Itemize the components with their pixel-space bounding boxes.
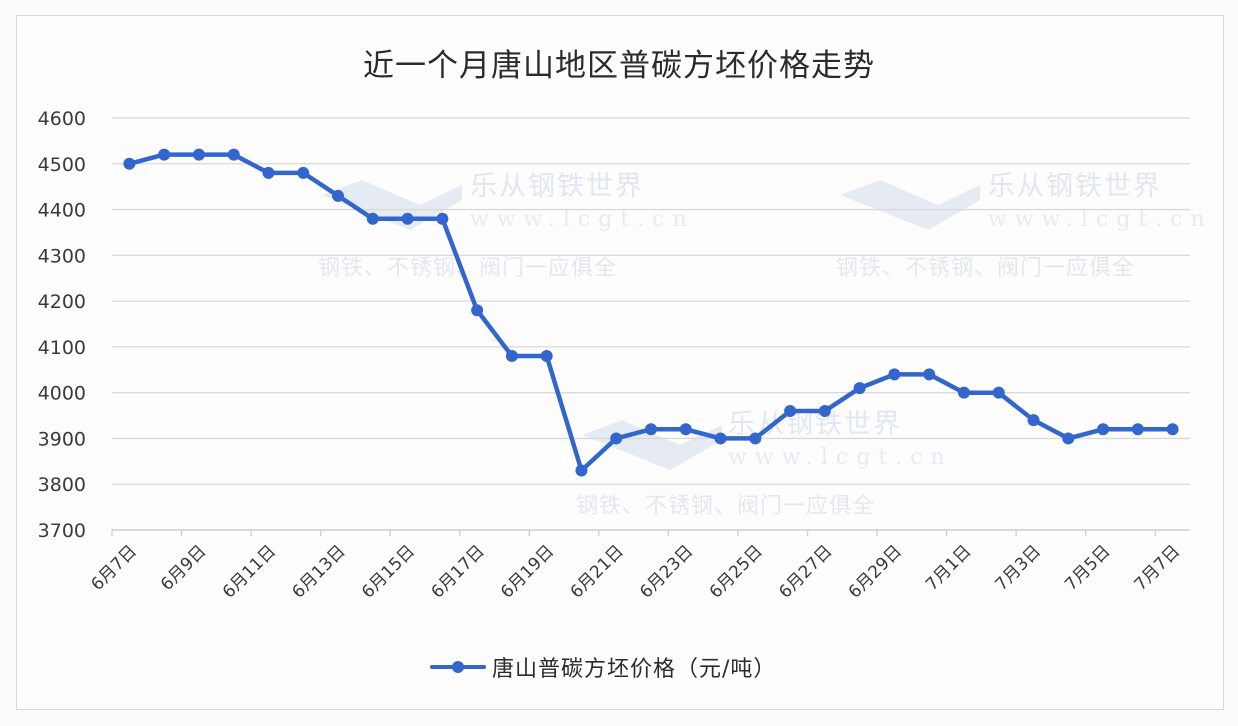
x-tick-label: 6月19日 — [497, 541, 558, 602]
x-tick-label: 7月1日 — [922, 541, 975, 594]
y-axis: 3700 3800 3900 4000 4100 4200 4300 4400 4500 4600 — [38, 108, 86, 542]
legend: 唐山普碳方坯价格（元/吨） — [430, 652, 776, 682]
x-tick-label: 6月13日 — [288, 541, 349, 602]
watermark-tagline: 钢铁、不锈钢、阀门一应俱全 — [318, 256, 618, 281]
data-point — [853, 382, 866, 395]
data-point — [1166, 423, 1179, 436]
x-tick-label: 6月25日 — [706, 541, 767, 602]
data-point — [401, 212, 414, 225]
data-point — [1131, 423, 1144, 436]
data-point — [957, 386, 970, 399]
watermark-tagline: 钢铁、不锈钢、阀门一应俱全 — [576, 494, 876, 519]
x-tick-label: 6月21日 — [567, 541, 628, 602]
x-tick-label: 6月9日 — [157, 541, 210, 594]
data-point — [158, 148, 171, 161]
legend-line-marker-icon — [430, 661, 486, 673]
data-point — [645, 423, 657, 436]
y-tick-label: 4000 — [38, 383, 86, 405]
y-tick-label: 4400 — [38, 200, 86, 222]
data-point — [1027, 414, 1040, 427]
data-point — [1062, 432, 1075, 445]
watermark-name: 乐从钢铁世界 — [470, 171, 644, 202]
data-point — [227, 148, 240, 161]
data-point — [540, 350, 553, 363]
x-tick-label: 6月7日 — [87, 541, 140, 594]
x-tick-label: 7月5日 — [1061, 541, 1114, 594]
watermark-url: www.lcgt.cn — [988, 207, 1213, 232]
watermark-name: 乐从钢铁世界 — [988, 171, 1162, 202]
watermark-url: www.lcgt.cn — [470, 207, 695, 232]
data-point — [818, 404, 831, 417]
watermark-tagline: 钢铁、不锈钢、阀门一应俱全 — [836, 256, 1136, 281]
y-tick-label: 4100 — [38, 337, 86, 359]
data-point — [679, 423, 692, 436]
y-tick-label: 4500 — [38, 154, 86, 176]
data-point — [332, 189, 345, 202]
x-tick-label: 6月15日 — [358, 541, 419, 602]
data-point — [436, 212, 449, 225]
data-point — [192, 148, 205, 161]
gridlines — [112, 117, 1190, 485]
y-tick-label: 4300 — [38, 245, 86, 267]
y-tick-label: 3700 — [38, 520, 86, 542]
data-point — [123, 157, 136, 170]
x-tick-label: 7月7日 — [1131, 541, 1184, 594]
data-point — [992, 386, 1005, 399]
x-tick-label: 6月17日 — [428, 541, 489, 602]
x-tick-label: 7月3日 — [992, 541, 1045, 594]
chart-frame — [16, 15, 1224, 710]
y-tick-label: 3800 — [38, 474, 86, 496]
data-point — [1097, 423, 1110, 436]
x-tick-label: 6月29日 — [845, 541, 906, 602]
y-tick-label: 4600 — [38, 108, 86, 130]
data-point — [575, 464, 588, 477]
data-point — [505, 350, 518, 363]
data-point — [262, 166, 275, 179]
watermark-url: www.lcgt.cn — [728, 445, 953, 470]
data-point — [923, 368, 936, 381]
data-point — [714, 432, 727, 445]
data-point — [297, 166, 310, 179]
data-point — [784, 404, 797, 417]
x-tick-label: 6月27日 — [775, 541, 836, 602]
y-tick-label: 4200 — [38, 291, 86, 313]
series-line — [123, 148, 1179, 477]
data-point — [610, 432, 623, 445]
x-tick-label: 6月11日 — [219, 541, 280, 602]
data-point — [471, 304, 484, 317]
data-point — [366, 212, 379, 225]
chart-title: 近一个月唐山地区普碳方坯价格走势 — [363, 48, 875, 84]
data-point — [888, 368, 901, 381]
x-axis: 6月7日 6月9日 6月11日 6月13日 6月15日 6月17日 6月19日 6月21日 6月… — [87, 529, 1190, 603]
data-point — [749, 432, 762, 445]
x-tick-label: 6月23日 — [636, 541, 697, 602]
y-tick-label: 3900 — [38, 428, 86, 450]
legend-label: 唐山普碳方坯价格（元/吨） — [492, 657, 777, 682]
